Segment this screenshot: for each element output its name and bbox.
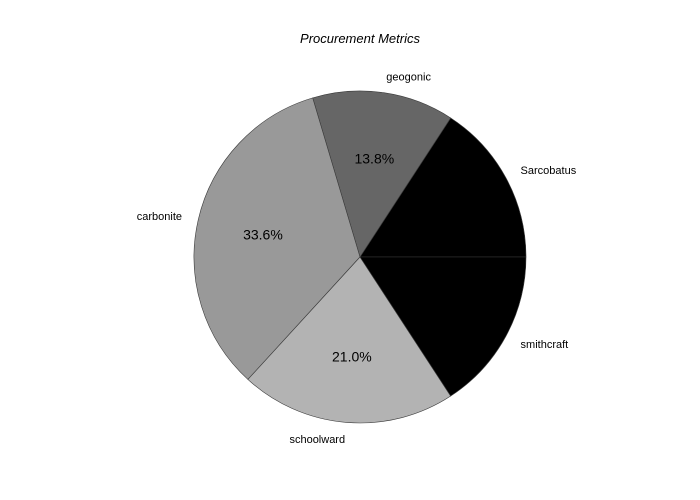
slice-label: Sarcobatus [521,165,577,177]
pie-slice-smithcraft [359,256,527,397]
pie-slice-sarcobatus [359,117,527,258]
slice-label: geogonic [386,71,431,83]
slice-label: smithcraft [521,339,569,351]
pie-slice-schoolward [247,256,452,424]
pie-slices [193,90,527,424]
slice-percent-label: 13.8% [354,150,394,166]
slice-label: schoolward [289,434,345,446]
pie-slice-geogonic [312,90,452,258]
chart-title: Procurement Metrics [300,31,420,46]
slice-percent-label: 33.6% [243,227,283,243]
slice-percent-label: 21.0% [332,348,372,364]
pie-slice-carbonite [193,97,361,380]
pie-labels: Sarcobatus geogonic 13.8% carbonite 33.6% sch… [137,71,577,446]
slice-label: carbonite [137,211,182,223]
